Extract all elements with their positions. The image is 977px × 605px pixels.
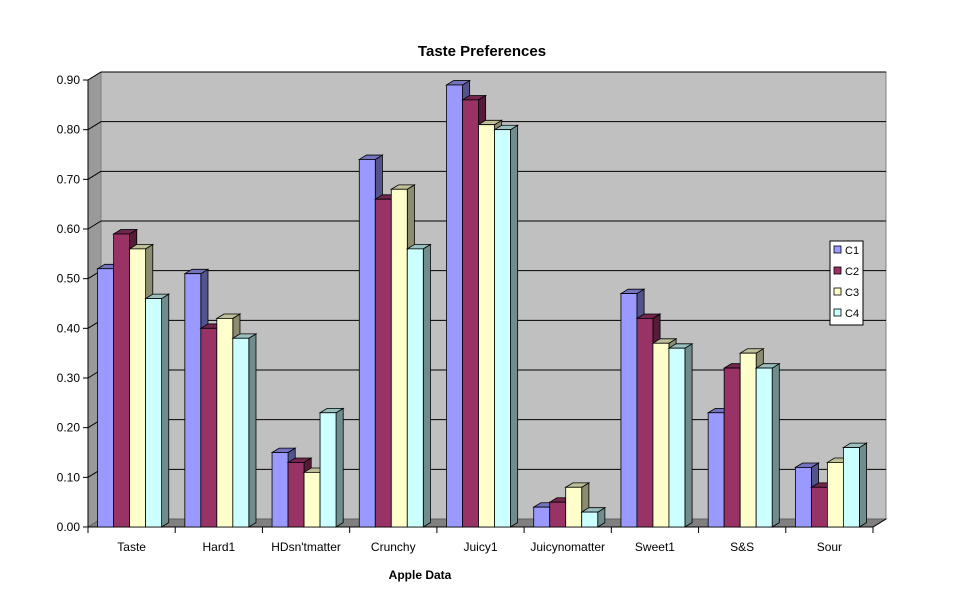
bar	[533, 506, 551, 528]
bar-side	[858, 442, 867, 528]
bar-side	[248, 333, 257, 528]
floor-edge	[872, 518, 887, 528]
bar	[723, 367, 741, 528]
legend-swatch	[833, 245, 842, 254]
bar	[446, 84, 463, 528]
y-tick-label: 0.10	[57, 470, 81, 484]
bar-side	[684, 343, 693, 528]
y-tick-label: 0.50	[57, 272, 81, 286]
bar	[129, 248, 147, 528]
legend: C1 C2 C3 C4	[829, 240, 864, 326]
bar	[319, 412, 337, 528]
bar	[390, 188, 408, 528]
plot-area: 0.00 0.10 0.20 0.30 0.40 0.50 0.60 0.70 0.80 0.90…	[57, 71, 888, 554]
x-tick-label: Crunchy	[371, 540, 416, 554]
bar	[287, 462, 305, 528]
bar	[755, 367, 773, 528]
bar	[200, 327, 218, 528]
bar	[271, 452, 289, 528]
bar	[549, 501, 567, 528]
gridline-side	[87, 121, 102, 131]
x-tick-label: Sweet1	[635, 540, 675, 554]
bar	[303, 471, 321, 528]
bar	[145, 298, 163, 528]
chart-title: Taste Preferences	[418, 43, 546, 60]
legend-swatch	[833, 287, 842, 296]
gridline-side	[87, 170, 102, 180]
gridline-side	[87, 220, 102, 230]
bar	[826, 462, 844, 528]
y-tick-label: 0.70	[57, 172, 81, 186]
x-tick-label: S&S	[730, 540, 754, 554]
bar	[216, 317, 234, 528]
x-tick-label: Sour	[817, 540, 842, 554]
legend-label: C3	[845, 287, 859, 299]
bar	[581, 511, 599, 528]
legend-swatch	[833, 308, 842, 317]
bar	[652, 342, 670, 528]
legend-swatch	[833, 266, 842, 275]
x-tick-label: Juicynomatter	[530, 540, 605, 554]
bar	[636, 317, 654, 528]
bar	[668, 347, 686, 528]
bar	[358, 159, 376, 528]
y-tick-label: 0.80	[57, 123, 81, 137]
bar	[184, 273, 202, 528]
bar-side	[161, 293, 170, 528]
y-tick-label: 0.00	[57, 520, 81, 534]
bar	[565, 486, 583, 528]
x-tick-label: Taste	[117, 540, 146, 554]
bar	[620, 293, 638, 528]
bar	[113, 233, 131, 528]
legend-label: C1	[845, 245, 859, 257]
bar-side	[771, 362, 780, 528]
y-tick-label: 0.20	[57, 421, 81, 435]
bar-side	[422, 243, 431, 528]
bar	[810, 486, 828, 528]
y-tick-label: 0.40	[57, 321, 81, 335]
y-tick-label: 0.90	[57, 73, 81, 87]
bar	[494, 129, 511, 528]
y-tick-label: 0.30	[57, 371, 81, 385]
bar-side	[510, 124, 519, 528]
bar	[406, 248, 424, 528]
bar	[97, 268, 115, 528]
legend-label: C2	[845, 266, 859, 278]
x-tick-label: HDsn'tmatter	[271, 540, 341, 554]
bar-side	[335, 407, 344, 528]
bar	[478, 124, 495, 528]
y-tick-label: 0.60	[57, 222, 81, 236]
gridline-side	[87, 71, 102, 81]
bar	[707, 412, 725, 528]
bar	[374, 198, 392, 528]
bar	[842, 447, 860, 528]
bar	[232, 337, 250, 528]
legend-label: C4	[845, 308, 859, 320]
x-tick-label: Juicy1	[463, 540, 497, 554]
bar	[739, 352, 757, 528]
bar	[462, 99, 479, 528]
x-tick-label: Hard1	[202, 540, 235, 554]
x-axis-label: Apple Data	[389, 568, 452, 582]
bar	[794, 466, 812, 528]
